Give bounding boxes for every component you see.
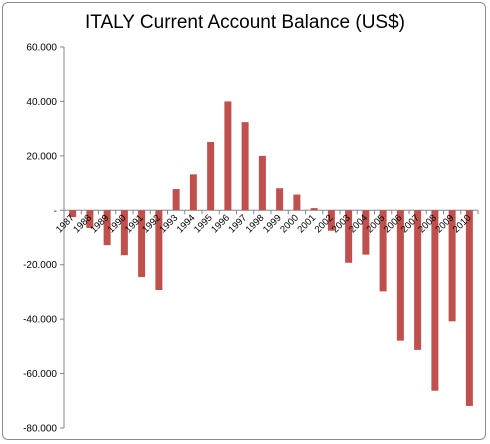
x-tick-label: 1997	[227, 213, 250, 236]
bar-1992	[155, 210, 163, 291]
bar-1999	[276, 188, 284, 211]
bar-1998	[258, 155, 266, 211]
y-tick-label: -60.000	[23, 369, 57, 380]
x-tick-labels: 1987198819891990199119921993199419951996…	[54, 213, 473, 236]
bar-1995	[207, 141, 215, 211]
bar-1993	[172, 189, 180, 211]
y-tick-label: 20.000	[26, 151, 57, 162]
bar-2006	[396, 210, 404, 341]
y-tick-label: -20.000	[23, 260, 57, 271]
x-tick-label: 2001	[296, 213, 319, 236]
x-tick-label: 1999	[261, 213, 284, 236]
y-tick-label: 60.000	[26, 43, 57, 54]
bar-1994	[189, 174, 197, 211]
bar-2007	[414, 210, 422, 350]
bar-2008	[431, 210, 439, 391]
bar-2010	[465, 210, 473, 406]
y-tick-label: -40.000	[23, 315, 57, 326]
bar-2009	[448, 210, 456, 322]
bar-2005	[379, 210, 387, 292]
x-tick-label: 1994	[175, 213, 198, 236]
bar-1996	[224, 101, 232, 211]
bar-1991	[138, 210, 146, 277]
bar-1988	[86, 210, 94, 228]
bar-1997	[241, 122, 249, 211]
bar-1989	[103, 210, 111, 246]
bar-1990	[120, 210, 128, 256]
x-tick-label: 1998	[244, 213, 267, 236]
bar-1987	[69, 210, 77, 218]
chart-area	[2, 2, 486, 440]
bars	[69, 101, 473, 406]
bar-2002	[327, 210, 335, 231]
x-tick-label: 1995	[192, 213, 215, 236]
bar-2004	[362, 210, 370, 255]
y-tick-label: 40.000	[26, 97, 57, 108]
bar-2000	[293, 194, 301, 211]
axes	[60, 46, 479, 429]
bar-2001	[310, 208, 318, 211]
bar-2003	[345, 210, 353, 263]
chart-title: ITALY Current Account Balance (US$)	[85, 12, 405, 33]
x-tick-label: 2000	[278, 213, 301, 236]
x-tick-label: 1996	[209, 213, 232, 236]
y-tick-label: -80.000	[23, 424, 57, 435]
y-tick-labels: 60.000 40.000 20.000 - -20.000 -40.000 -60.000…	[23, 43, 57, 435]
y-tick-label: -	[54, 206, 57, 217]
